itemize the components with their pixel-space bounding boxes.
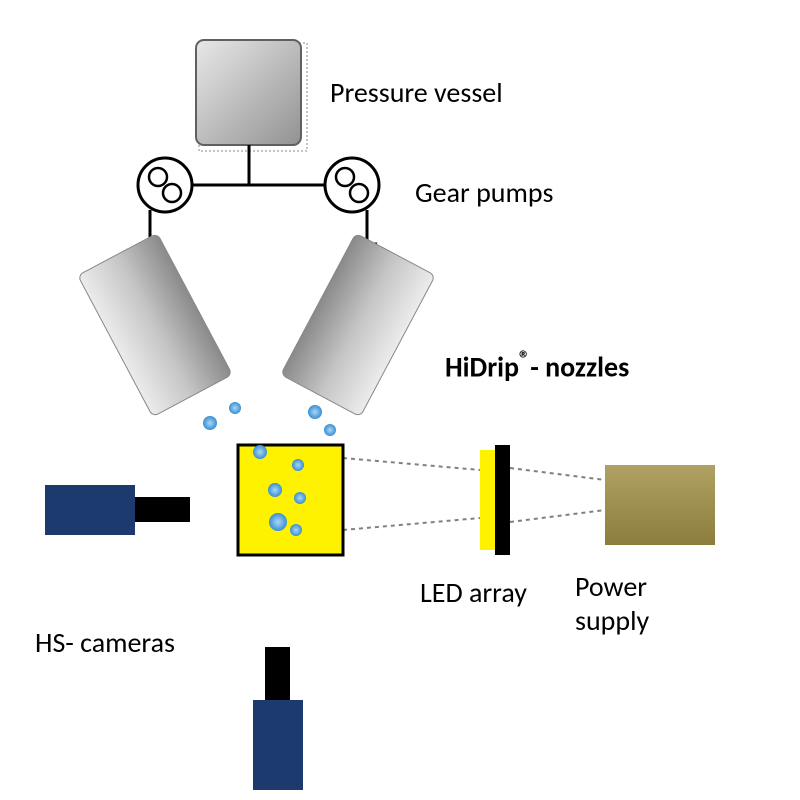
power-supply-label: Powersupply (575, 570, 735, 637)
gear-pump-left (138, 158, 192, 212)
pump-arrows (142, 210, 375, 260)
pressure-vessel-label: Pressure vessel (330, 75, 503, 110)
pressure-vessel (196, 40, 307, 151)
diagram-canvas (0, 0, 800, 800)
power-supply (605, 465, 715, 545)
led-array-label: LED array (420, 575, 527, 610)
gear-pumps-label: Gear pumps (415, 175, 553, 210)
nozzle-left (78, 233, 233, 417)
hs-cameras-label: HS- cameras (35, 625, 175, 660)
camera-bottom (253, 647, 303, 790)
camera-left (45, 485, 190, 535)
light-cones (343, 458, 605, 530)
led-array (480, 445, 510, 555)
gear-pump-right (325, 158, 379, 212)
sample-chamber (238, 445, 343, 555)
nozzles-label: HiDrip®- nozzles (445, 345, 629, 384)
nozzle-right (281, 233, 436, 417)
